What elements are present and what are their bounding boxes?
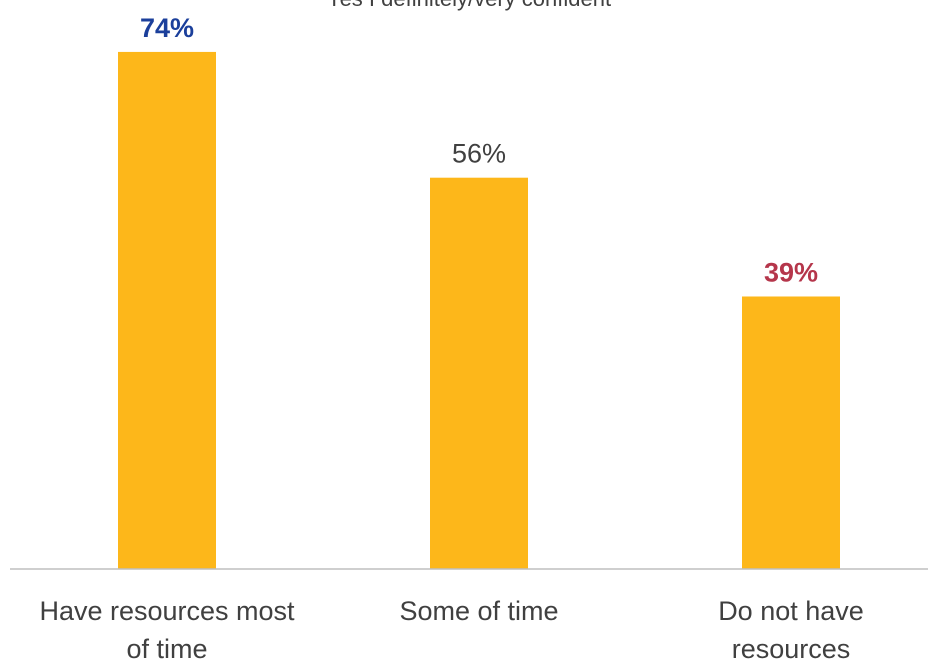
value-labels-group: 74% 56% 39% (140, 13, 818, 288)
category-labels-group: Have resources most of time Some of time Do… (39, 596, 863, 659)
chart-subtitle-partial: Yes I definitely/very confident (0, 0, 938, 12)
value-label-3: 39% (764, 257, 818, 287)
category-label-3-line-2: resources (732, 634, 851, 659)
value-label-2: 56% (452, 139, 506, 169)
value-label-1: 74% (140, 13, 194, 43)
category-label-3-line-1: Do not have (718, 596, 864, 626)
category-label-2-line-1: Some of time (399, 596, 558, 626)
bar-3 (742, 296, 840, 569)
bar-1 (118, 51, 216, 570)
category-label-1-line-2: of time (126, 634, 207, 659)
bar-2 (430, 177, 528, 569)
category-label-1-line-1: Have resources most (39, 596, 295, 626)
bars-group (118, 51, 840, 570)
